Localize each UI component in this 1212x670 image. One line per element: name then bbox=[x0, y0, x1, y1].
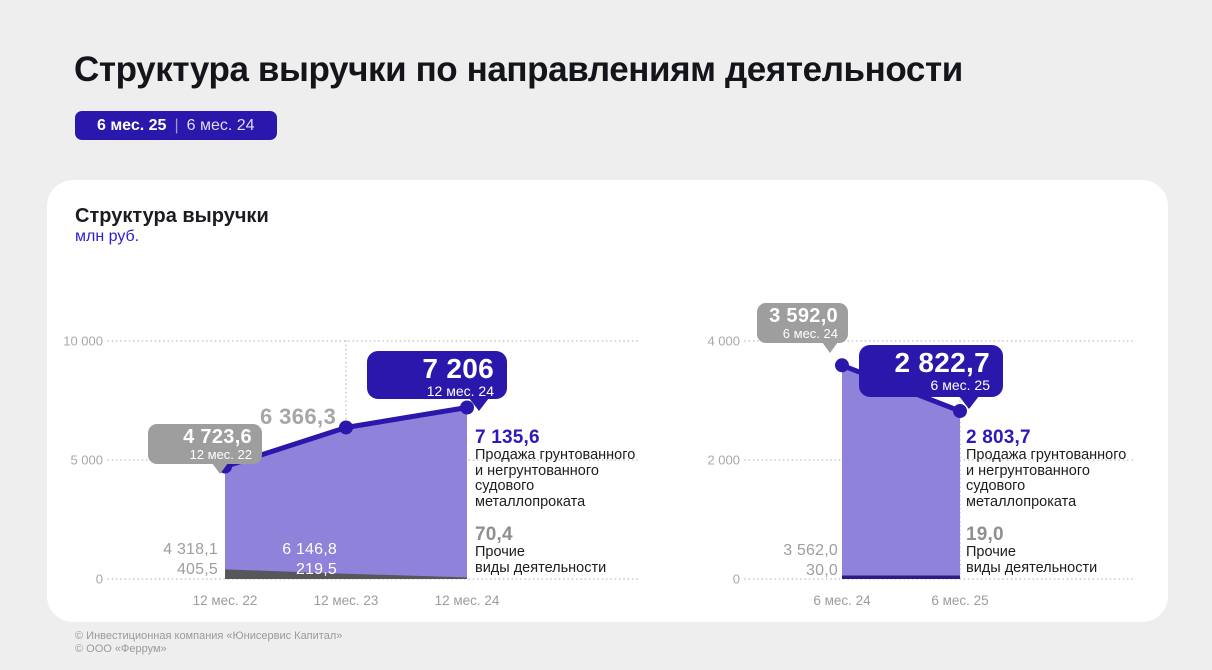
other-series-label: виды деятельности bbox=[966, 559, 1098, 576]
main-series-label: Продажа грунтованного bbox=[475, 447, 636, 463]
chart-card-title: Структура выручки bbox=[75, 205, 269, 227]
callout-period: 6 мес. 25 bbox=[930, 377, 990, 393]
callout-total-12m24: 7 206 12 мес. 24 bbox=[367, 351, 507, 411]
other-series-label: виды деятельности bbox=[475, 559, 607, 576]
other-series-last-value: 19,0 bbox=[966, 524, 1004, 545]
main-series-label: и негрунтованного bbox=[966, 462, 1090, 479]
callout-value: 4 723,6 bbox=[183, 426, 252, 448]
callout-value: 7 206 bbox=[422, 353, 494, 384]
callout-value: 2 822,7 bbox=[894, 347, 990, 378]
period-separator: | bbox=[174, 116, 179, 134]
main-series-value: 4 318,1 bbox=[163, 541, 218, 558]
footer-credits: © Инвестиционная компания «Юнисервис Кап… bbox=[75, 630, 342, 656]
point-values-12m23: 6 146,8 219,5 bbox=[237, 540, 337, 580]
total-label-12m23: 6 366,3 bbox=[260, 404, 337, 429]
left-chart-legend: 7 135,6 Продажа грунтованного и негрунто… bbox=[475, 427, 670, 576]
page-title: Структура выручки по направлениям деятел… bbox=[74, 50, 963, 89]
period-selector-badge[interactable]: 6 мес. 25 | 6 мес. 24 bbox=[75, 111, 277, 140]
main-series-label: судового bbox=[966, 478, 1026, 494]
right-chart-legend: 2 803,7 Продажа грунтованного и негрунто… bbox=[966, 427, 1161, 576]
other-series-last-value: 70,4 bbox=[475, 524, 513, 545]
callout-total-12m22: 4 723,6 12 мес. 22 bbox=[148, 424, 262, 474]
main-series-label: металлопроката bbox=[475, 493, 586, 510]
callout-pointer-icon bbox=[212, 463, 228, 474]
callout-pointer-icon bbox=[822, 342, 838, 353]
footer-line: © ООО «Феррум» bbox=[75, 643, 167, 655]
callout-period: 12 мес. 22 bbox=[189, 447, 252, 462]
main-series-last-value: 2 803,7 bbox=[966, 427, 1031, 448]
chart-card-unit: млн руб. bbox=[75, 228, 140, 245]
main-series-label: металлопроката bbox=[966, 493, 1077, 510]
main-series-label: и негрунтованного bbox=[475, 462, 599, 479]
period-previous[interactable]: 6 мес. 24 bbox=[186, 116, 255, 134]
main-series-last-value: 7 135,6 bbox=[475, 427, 540, 448]
other-series-label: Прочие bbox=[475, 544, 525, 560]
callout-total-6m24: 3 592,0 6 мес. 24 bbox=[757, 303, 848, 353]
other-series-value: 405,5 bbox=[176, 561, 218, 578]
other-series-value: 30,0 bbox=[806, 562, 838, 579]
footer-line: © Инвестиционная компания «Юнисервис Кап… bbox=[75, 630, 343, 642]
point-values-12m22: 4 318,1 405,5 bbox=[118, 540, 218, 580]
main-series-label: Продажа грунтованного bbox=[966, 447, 1127, 463]
period-current[interactable]: 6 мес. 25 bbox=[97, 116, 167, 134]
main-series-value: 3 562,0 bbox=[783, 542, 838, 559]
other-series-value: 219,5 bbox=[295, 561, 337, 578]
callout-period: 12 мес. 24 bbox=[426, 383, 494, 399]
main-series-label: судового bbox=[475, 478, 535, 494]
callout-total-6m25: 2 822,7 6 мес. 25 bbox=[859, 345, 1003, 409]
point-values-6m24: 3 562,0 30,0 bbox=[738, 541, 838, 581]
callout-value: 3 592,0 bbox=[769, 305, 838, 327]
callout-pointer-icon bbox=[469, 398, 489, 411]
callout-pointer-icon bbox=[959, 396, 979, 409]
callout-period: 6 мес. 24 bbox=[782, 326, 838, 341]
other-series-label: Прочие bbox=[966, 544, 1016, 560]
main-series-value: 6 146,8 bbox=[282, 541, 337, 558]
